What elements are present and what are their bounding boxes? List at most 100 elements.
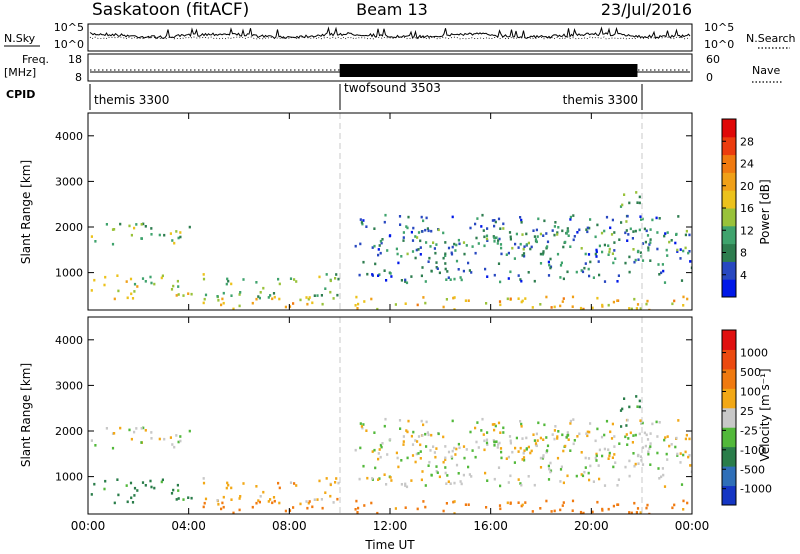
power-pixel [451,245,454,249]
power-pixel [571,305,574,308]
power-pixel [377,253,380,257]
power-pixel [202,277,206,281]
power-pixel [377,248,380,251]
power-pixel [202,273,205,276]
velocity-pixel [230,498,233,501]
velocity-pixel [377,457,380,461]
colorbar-swatch [722,208,736,227]
velocity-pixel [688,454,691,457]
power-pixel [644,240,647,244]
velocity-pixel [404,506,407,509]
velocity-pixel [647,452,650,456]
velocity-pixel [614,461,617,464]
velocity-pixel [567,438,570,441]
power-pixel [647,246,650,249]
power-pixel [517,246,520,249]
power-pixel [153,282,156,286]
velocity-pixel [258,500,261,504]
power-pixel [634,258,637,262]
velocity-pixel [366,476,369,480]
power-pixel [150,233,153,236]
velocity-pixel [422,500,425,503]
power-pixel [136,285,139,288]
power-pixel [582,307,585,310]
power-pixel [149,275,152,279]
velocity-pixel [150,485,153,489]
noise-sky-line [89,26,691,40]
velocity-pixel [619,409,623,412]
power-pixel [450,252,454,256]
velocity-pixel [665,452,668,456]
x-tick-label: 00:00 [675,519,710,533]
velocity-pixel [458,446,461,450]
power-pixel [416,236,419,239]
velocity-pixel [442,509,445,513]
power-pixel [175,230,178,233]
power-colorbar-tick-label: 12 [740,224,754,237]
power-pixel [119,222,122,226]
velocity-pixel [630,511,633,514]
cpid-segment-1: themis 3300 [94,93,169,107]
velocity-pixel [462,473,465,477]
power-pixel [629,227,632,231]
velocity-pixel [293,482,296,485]
power-colorbar-tick-label: 8 [740,247,747,260]
velocity-pixel [595,452,598,456]
power-pixel [687,251,690,255]
power-pixel [624,231,627,235]
velocity-pixel [646,503,649,507]
power-colorbar-tick-label: 4 [740,269,747,282]
velocity-pixel [140,427,143,430]
power-pixel [620,221,623,224]
power-pixel [527,241,530,245]
velocity-pixel [584,456,587,460]
power-pixel [169,232,172,235]
velocity-pixel [271,501,274,505]
power-pixel [674,241,677,245]
velocity-pixel [677,419,680,422]
velocity-colorbar-tick-label: 500 [740,366,761,379]
velocity-pixel [238,508,241,512]
velocity-pixel [405,429,408,432]
power-pixel [637,258,640,261]
power-pixel [113,228,116,231]
velocity-pixel [509,439,512,443]
noise-right-tick-top: 10^5 [704,21,734,34]
power-pixel [545,232,548,235]
power-pixel [299,298,302,302]
velocity-y-axis: 1000 2000 3000 4000 [55,334,692,484]
power-pixel [374,262,377,266]
power-ylabel: Slant Range [km] [19,160,33,264]
velocity-pixel [299,502,302,506]
velocity-pixel [158,437,161,441]
power-pixel [468,269,471,272]
velocity-pixel [376,511,379,514]
power-pixel [378,273,381,276]
velocity-pixel [150,431,153,434]
power-pixel [595,250,598,254]
power-pixel [549,257,552,261]
power-pixel [278,282,281,286]
power-pixel [517,297,520,300]
power-pixel [542,251,545,255]
velocity-pixel [128,428,131,432]
power-pixel [559,276,562,279]
velocity-pixel [438,475,441,479]
velocity-pixel [335,477,338,480]
power-pixel [550,306,553,309]
y-tick-label: 4000 [55,334,83,347]
velocity-pixel [680,483,684,486]
power-pixel [407,215,410,219]
velocity-pixel [435,470,438,473]
power-pixel [383,269,386,272]
power-pixel [560,261,563,265]
nave-right-label: Nave [752,64,780,77]
power-pixel [103,283,106,287]
velocity-pixel [153,486,156,490]
power-pixel [498,237,501,241]
power-pixel [648,308,651,310]
power-pixel [530,245,533,249]
power-pixel [177,236,180,240]
velocity-pixel [442,435,445,439]
velocity-pixel [169,436,172,439]
